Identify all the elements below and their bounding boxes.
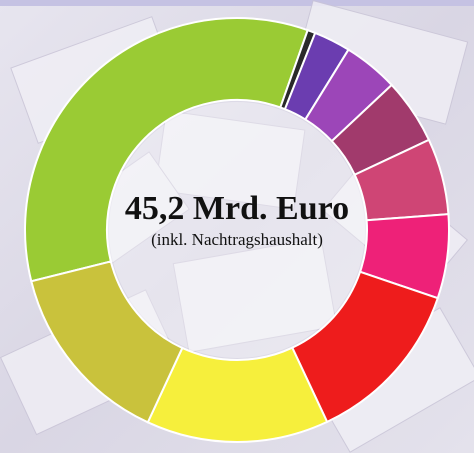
center-title: 45,2 Mrd. Euro <box>125 190 349 227</box>
center-subtitle: (inkl. Nachtragshaushalt) <box>151 230 323 249</box>
top-strip <box>0 0 474 6</box>
page: 45,2 Mrd. Euro (inkl. Nachtragshaushalt)… <box>0 0 474 453</box>
chart: 45,2 Mrd. Euro (inkl. Nachtragshaushalt) <box>0 0 474 453</box>
